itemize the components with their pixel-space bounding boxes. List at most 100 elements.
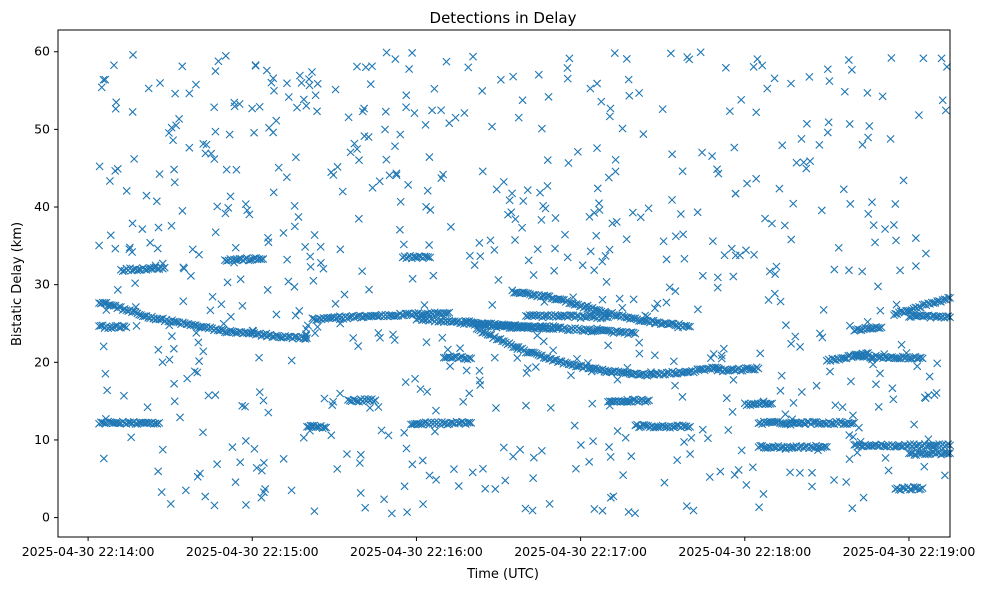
detection-marker	[149, 314, 158, 323]
detection-marker	[924, 450, 933, 459]
detection-marker	[222, 165, 231, 174]
detection-marker	[589, 437, 598, 446]
detection-marker	[871, 380, 880, 389]
detection-marker	[619, 471, 628, 480]
detection-marker	[226, 192, 235, 201]
detection-marker	[713, 165, 722, 174]
detection-marker	[384, 431, 393, 440]
detection-marker	[853, 448, 862, 457]
detection-marker	[181, 486, 190, 495]
detection-marker	[226, 312, 235, 321]
detection-marker	[789, 398, 798, 407]
detection-marker	[911, 234, 920, 243]
detection-marker	[622, 54, 631, 63]
detection-marker	[653, 318, 662, 327]
detection-marker	[170, 178, 179, 187]
detection-marker	[823, 128, 832, 137]
detection-marker	[214, 57, 223, 66]
detection-marker	[109, 61, 118, 70]
detection-marker	[730, 143, 739, 152]
detection-marker	[269, 74, 278, 83]
detection-marker	[320, 423, 329, 432]
detection-marker	[791, 332, 800, 341]
detection-marker	[570, 300, 579, 309]
detection-marker	[742, 246, 751, 255]
detection-marker	[759, 397, 768, 406]
detection-marker	[761, 214, 770, 223]
detection-marker	[537, 215, 546, 224]
detection-marker	[519, 197, 528, 206]
detection-marker	[206, 306, 215, 315]
detection-marker	[532, 311, 541, 320]
detection-marker	[446, 222, 455, 231]
detection-marker	[597, 97, 606, 106]
detection-marker	[287, 486, 296, 495]
y-tick-label: 0	[42, 510, 50, 525]
detection-marker	[430, 84, 439, 93]
detection-marker	[584, 303, 593, 312]
detection-marker	[808, 418, 817, 427]
detection-marker	[391, 55, 400, 64]
detection-marker	[706, 354, 715, 363]
detection-marker	[938, 96, 947, 105]
detection-marker	[250, 444, 259, 453]
detection-marker	[564, 159, 573, 167]
detection-marker	[680, 437, 689, 446]
detection-marker	[421, 120, 430, 129]
detection-marker	[918, 484, 927, 493]
detection-marker	[776, 386, 785, 395]
detection-marker	[210, 501, 219, 510]
detection-marker	[722, 394, 731, 403]
detection-marker	[812, 381, 821, 390]
detection-marker	[329, 397, 338, 406]
detection-marker	[603, 313, 612, 322]
detection-marker	[565, 311, 574, 320]
detection-marker	[95, 241, 104, 250]
detection-marker	[549, 346, 558, 355]
detection-marker	[796, 342, 805, 351]
detection-marker	[238, 401, 247, 410]
detection-marker	[634, 423, 643, 432]
detection-marker	[459, 397, 468, 406]
detection-marker	[316, 258, 325, 267]
detection-marker	[874, 402, 883, 411]
detection-marker	[210, 155, 219, 164]
detection-marker	[893, 354, 902, 363]
detection-marker	[192, 328, 201, 337]
detection-marker	[819, 443, 828, 452]
detection-marker	[488, 122, 497, 131]
detection-marker	[335, 312, 344, 321]
detection-marker	[396, 130, 405, 139]
detection-marker	[572, 300, 581, 309]
detection-marker	[230, 98, 239, 107]
detection-marker	[728, 407, 737, 416]
detection-marker	[776, 297, 785, 306]
detection-marker	[825, 77, 834, 86]
detection-marker	[512, 343, 521, 351]
detection-marker	[940, 471, 949, 480]
detection-marker	[687, 433, 696, 442]
detection-marker	[333, 464, 342, 473]
detection-marker	[368, 62, 377, 71]
detection-marker	[625, 91, 634, 100]
detection-marker	[891, 199, 900, 208]
detection-marker	[264, 238, 273, 247]
detection-marker	[814, 446, 823, 455]
detection-marker	[543, 156, 552, 165]
detection-marker	[865, 122, 874, 131]
detection-marker	[259, 255, 268, 264]
detection-marker	[99, 342, 108, 351]
detection-marker	[269, 128, 278, 137]
detection-marker	[411, 374, 420, 383]
detection-marker	[248, 326, 257, 335]
detection-marker	[146, 238, 155, 247]
detection-marker	[460, 108, 469, 117]
detection-marker	[727, 244, 736, 253]
detection-marker	[729, 375, 738, 384]
detection-marker	[283, 255, 292, 264]
detection-marker	[385, 171, 394, 180]
detection-marker	[213, 202, 222, 211]
detection-marker	[382, 48, 391, 57]
detection-marker	[392, 171, 401, 180]
detection-marker	[255, 353, 264, 362]
